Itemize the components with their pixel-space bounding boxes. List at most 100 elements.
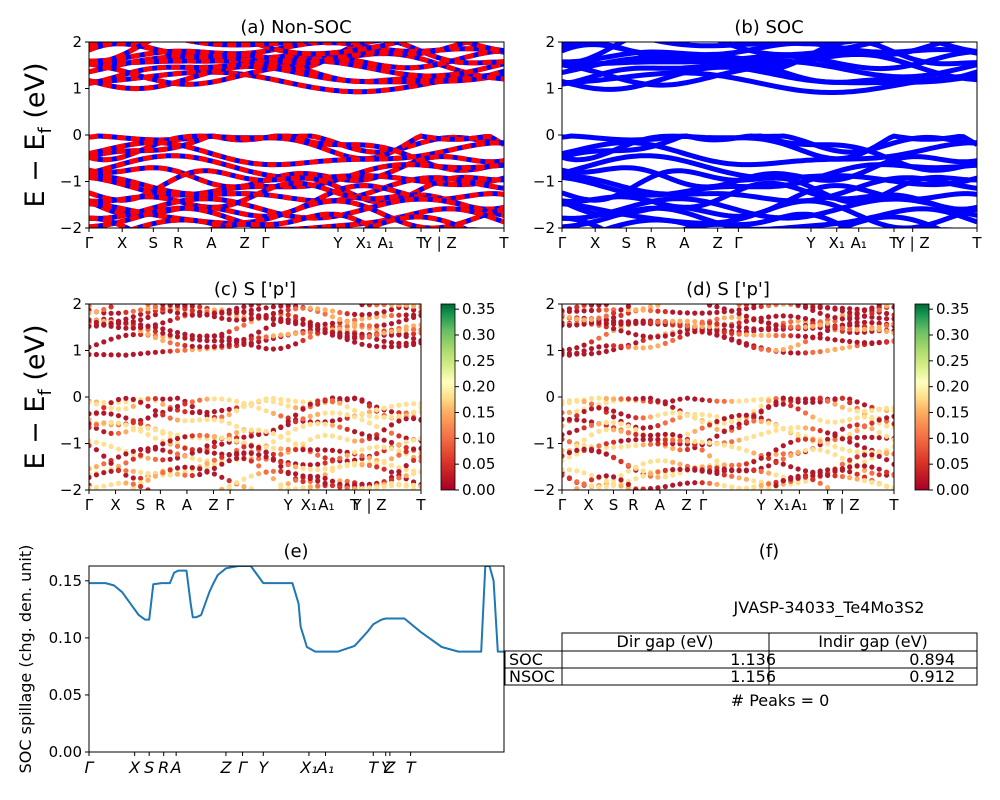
projection-point	[89, 474, 92, 480]
projection-point	[329, 320, 336, 326]
projection-point	[751, 413, 757, 419]
band-line-up	[89, 154, 504, 190]
projection-point	[344, 412, 350, 418]
panel-d-points	[562, 304, 894, 490]
projection-point	[226, 436, 232, 442]
projection-point	[839, 473, 846, 480]
band-line	[562, 205, 977, 228]
projection-point	[751, 316, 757, 322]
projection-point	[854, 408, 860, 414]
projection-point	[322, 432, 328, 438]
projection-point	[869, 314, 875, 320]
projection-point	[699, 439, 705, 445]
projection-point	[566, 416, 573, 422]
projection-point	[633, 307, 639, 313]
projection-point	[108, 310, 114, 316]
projection-point	[861, 307, 868, 313]
projection-point	[788, 304, 794, 307]
projection-point	[810, 349, 816, 355]
projection-point	[861, 463, 868, 469]
projection-point	[123, 415, 129, 421]
projection-point	[256, 398, 262, 404]
projection-point	[130, 351, 136, 357]
projection-point	[825, 430, 831, 436]
projection-point	[115, 310, 122, 316]
projection-point	[588, 307, 595, 314]
projection-point	[611, 326, 617, 332]
x-tick-label: A₁	[791, 496, 807, 514]
projection-point	[647, 424, 654, 430]
projection-point	[640, 337, 646, 343]
projection-point	[197, 417, 203, 423]
projection-point	[174, 315, 181, 321]
colorbar-tick-label: 0.25	[936, 352, 969, 370]
projection-point	[884, 423, 890, 429]
projection-point	[721, 334, 727, 340]
projection-point	[152, 335, 158, 341]
projection-point	[736, 340, 742, 346]
projection-point	[138, 317, 144, 323]
projection-point	[854, 476, 860, 482]
projection-point	[743, 398, 750, 404]
projection-point	[174, 304, 181, 308]
projection-point	[780, 456, 786, 462]
projection-point	[773, 422, 779, 428]
colorbar-tick-label: 0.20	[936, 378, 969, 396]
x-tick-label: Y	[258, 758, 269, 777]
projection-point	[108, 430, 114, 436]
projection-point	[241, 322, 247, 328]
projection-point	[256, 304, 262, 307]
projection-point	[101, 441, 107, 447]
projection-point	[352, 407, 358, 413]
projection-point	[396, 433, 402, 439]
projection-point	[189, 472, 195, 479]
projection-point	[123, 451, 129, 457]
projection-point	[300, 337, 306, 344]
projection-point	[714, 414, 720, 420]
projection-point	[729, 444, 735, 450]
projection-point	[603, 307, 609, 313]
projection-point	[714, 309, 720, 315]
projection-point	[832, 397, 838, 403]
projection-point	[699, 425, 705, 431]
projection-point	[93, 425, 99, 431]
projection-point	[640, 486, 646, 490]
projection-point	[293, 398, 299, 404]
projection-point	[647, 304, 654, 310]
projection-point	[366, 311, 372, 317]
projection-point	[315, 474, 321, 480]
projection-point	[411, 307, 417, 313]
projection-point	[396, 452, 402, 458]
projection-point	[174, 329, 181, 336]
projection-point	[388, 304, 395, 308]
projection-point	[160, 396, 166, 402]
projection-point	[352, 429, 358, 435]
projection-point	[226, 329, 232, 335]
projection-point	[300, 465, 306, 471]
projection-point	[795, 324, 801, 330]
projection-point	[115, 430, 122, 436]
projection-point	[138, 428, 144, 434]
projection-point	[825, 484, 831, 490]
projection-point	[226, 478, 232, 484]
projection-point	[307, 330, 313, 336]
projection-point	[270, 451, 276, 457]
panel-c-points	[89, 304, 421, 490]
projection-point	[167, 467, 173, 473]
projection-point	[692, 396, 698, 402]
projection-point	[736, 304, 742, 307]
projection-point	[93, 439, 99, 445]
projection-point	[736, 307, 742, 313]
projection-point	[197, 304, 203, 310]
projection-point	[743, 306, 750, 312]
projection-point	[123, 480, 129, 486]
projection-point	[574, 345, 580, 351]
projection-point	[603, 317, 609, 323]
projection-point	[381, 414, 387, 420]
projection-point	[160, 430, 166, 436]
projection-point	[174, 348, 181, 354]
projection-point	[411, 314, 417, 320]
projection-point	[854, 399, 860, 405]
projection-point	[89, 443, 92, 449]
